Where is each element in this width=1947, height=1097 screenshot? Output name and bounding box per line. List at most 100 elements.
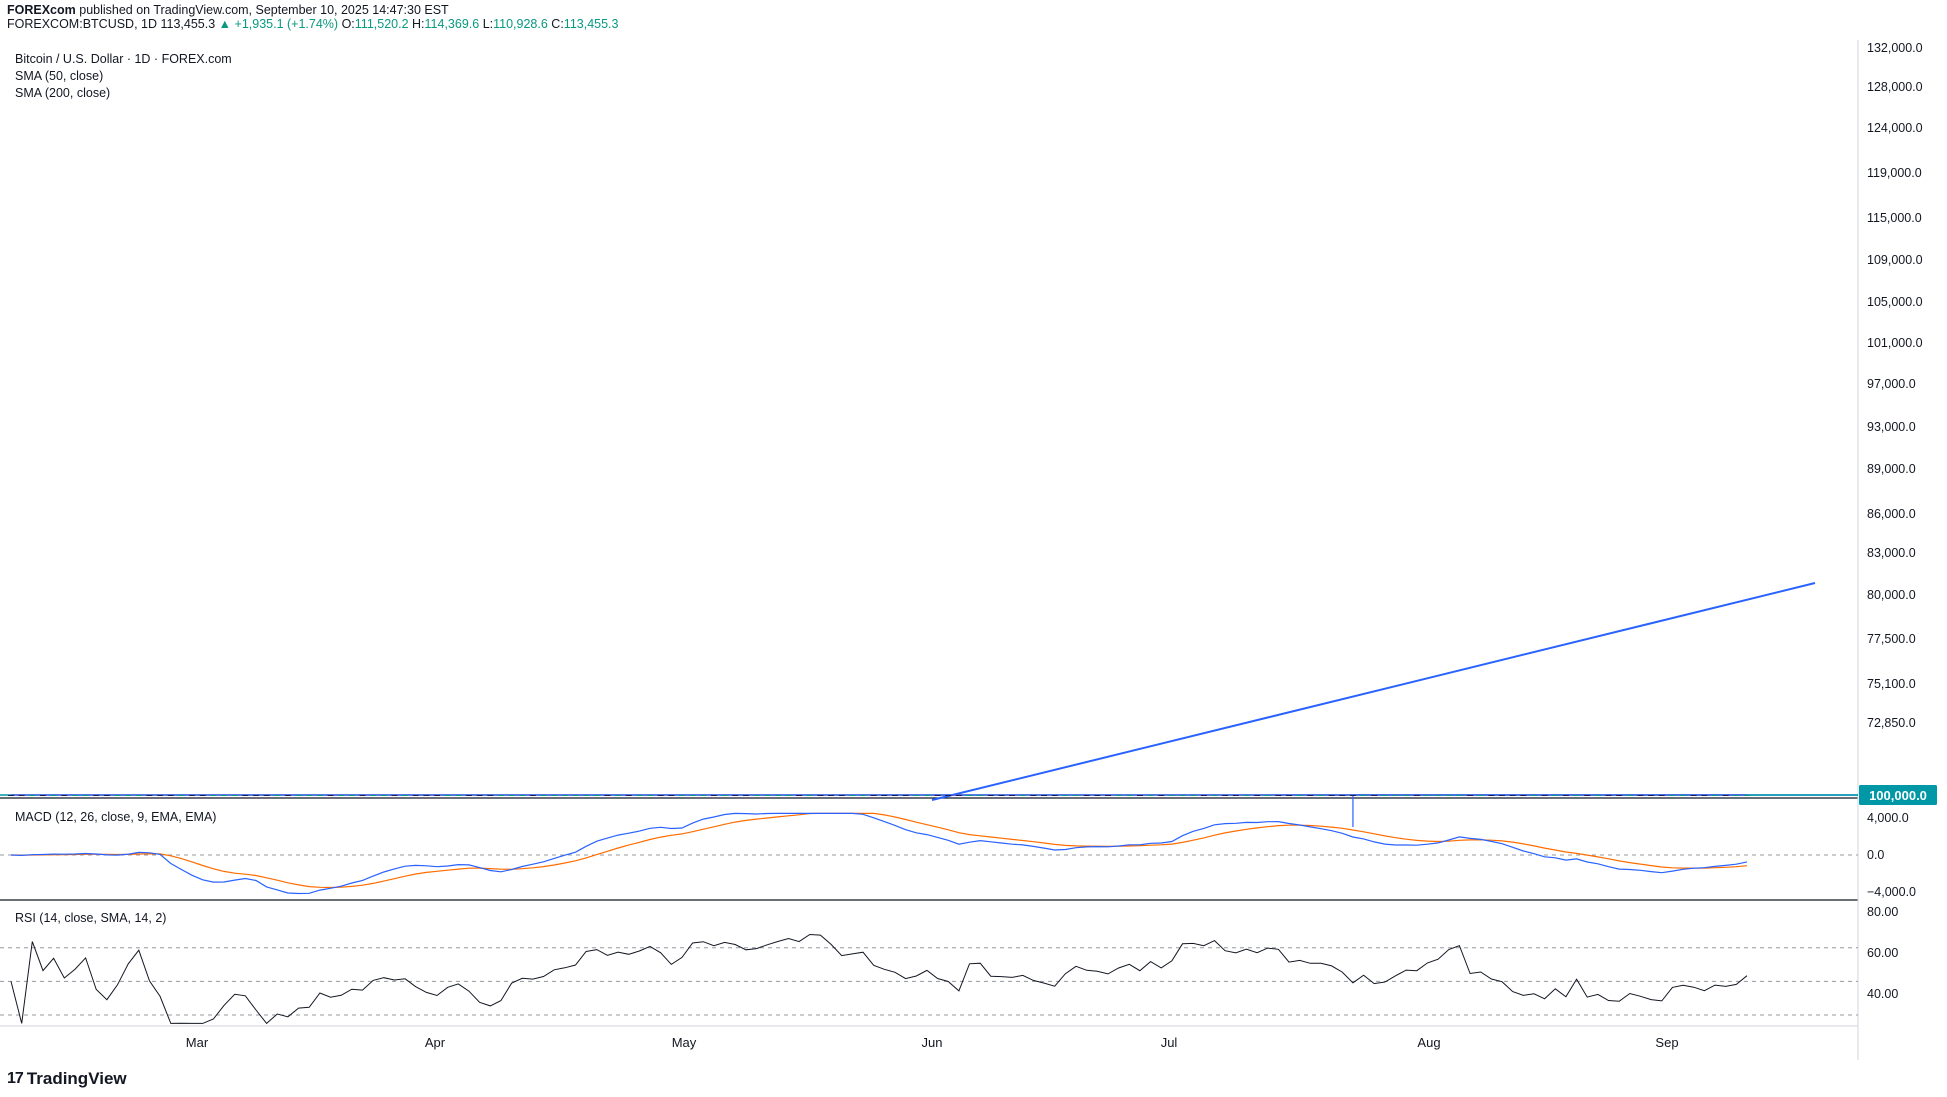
symbol-label: FOREXCOM:BTCUSD, 1D [7, 17, 158, 31]
candle-body [1626, 795, 1633, 796]
candle-body [551, 795, 558, 796]
candle-body [572, 795, 579, 796]
y-tick-label: 132,000.0 [1867, 41, 1923, 55]
candle-body [689, 795, 696, 796]
candle-body [1328, 795, 1335, 796]
candle-body [1371, 795, 1378, 796]
x-tick-label: Jun [922, 1035, 943, 1050]
candle-body [966, 795, 973, 796]
candle-body [1509, 795, 1516, 796]
candle-body [178, 795, 185, 796]
candle-body [593, 795, 600, 796]
tradingview-brand[interactable]: 17 TradingView [7, 1069, 127, 1089]
y-tick-label: 93,000.0 [1867, 420, 1916, 434]
y-tick-label: 72,850.0 [1867, 716, 1916, 730]
macd-line [10, 812, 1748, 895]
macd-tick-label: 0.0 [1867, 848, 1884, 862]
candle-body [29, 795, 36, 796]
rsi-legend[interactable]: RSI (14, close, SMA, 14, 2) [15, 911, 167, 925]
candle-body [583, 795, 590, 796]
candle-body [284, 795, 291, 796]
sma50-legend[interactable]: SMA (50, close) [15, 69, 104, 83]
candles-group [8, 795, 1750, 796]
x-tick-label: May [672, 1035, 697, 1050]
open-value: 111,520.2 [354, 17, 409, 31]
candle-body [1062, 795, 1069, 796]
candle-body [1147, 795, 1154, 796]
candle-body [561, 795, 568, 796]
candle-body [1530, 795, 1537, 796]
candle-body [487, 795, 494, 796]
candle-body [657, 795, 664, 796]
candle-body [1126, 795, 1133, 796]
candle-body [71, 795, 78, 796]
candle-body [1594, 795, 1601, 796]
candle-body [1030, 795, 1037, 796]
candle-body [817, 795, 824, 796]
candle-body [1051, 795, 1058, 796]
candle-body [455, 795, 462, 796]
candle-body [1637, 795, 1644, 796]
publisher-name[interactable]: FOREXcom [7, 3, 76, 17]
y-tick-label: 83,000.0 [1867, 546, 1916, 560]
candle-body [891, 795, 898, 796]
candle-body [18, 795, 25, 796]
candle-body [700, 795, 707, 796]
candle-body [519, 795, 526, 796]
candle-body [615, 795, 622, 796]
candle-body [61, 795, 68, 796]
candle-body [678, 795, 685, 796]
candle-body [252, 795, 259, 796]
candle-body [774, 795, 781, 796]
macd-legend[interactable]: MACD (12, 26, close, 9, EMA, EMA) [15, 810, 217, 824]
y-tick-label: 105,000.0 [1867, 295, 1923, 309]
candle-body [1403, 795, 1410, 796]
candle-body [764, 795, 771, 796]
y-tick-label: 77,500.0 [1867, 632, 1916, 646]
candle-body [1073, 795, 1080, 796]
candle-body [1562, 795, 1569, 796]
y-tick-label: 89,000.0 [1867, 462, 1916, 476]
candle-body [1158, 795, 1165, 796]
candle-body [1307, 795, 1314, 796]
ohlc-line: FOREXCOM:BTCUSD, 1D 113,455.3 ▲ +1,935.1… [7, 17, 618, 32]
x-tick-label: Apr [425, 1035, 446, 1050]
candle-body [1435, 795, 1442, 796]
x-tick-label: Aug [1417, 1035, 1440, 1050]
high-label: H: [412, 17, 425, 31]
candle-body [1381, 795, 1388, 796]
candle-body [828, 795, 835, 796]
candle-body [1083, 795, 1090, 796]
candle-body [1445, 795, 1452, 796]
candle-body [923, 795, 930, 796]
round-price-label: 100,000.0 [1869, 788, 1927, 803]
change-arrow-icon: ▲ [218, 17, 232, 31]
candle-body [135, 795, 142, 796]
price-change: +1,935.1 (+1.74%) [234, 17, 339, 31]
candle-body [306, 795, 313, 796]
candle-body [647, 795, 654, 796]
macd-tick-label: 4,000.0 [1867, 811, 1909, 825]
candle-body [1232, 795, 1239, 796]
candle-body [1680, 795, 1687, 796]
candle-body [1041, 795, 1048, 796]
candle-body [444, 795, 451, 796]
candle-body [1413, 795, 1420, 796]
sma200-legend[interactable]: SMA (200, close) [15, 86, 111, 100]
candle-body [977, 795, 984, 796]
candle-body [1616, 795, 1623, 796]
y-tick-label: 119,000.0 [1867, 166, 1922, 180]
candle-body [50, 795, 57, 796]
candle-body [412, 795, 419, 796]
candle-body [103, 795, 110, 796]
candle-body [274, 795, 281, 796]
candle-body [157, 795, 164, 796]
low-value: 110,928.6 [493, 17, 548, 31]
candle-body [806, 795, 813, 796]
candle-body [1360, 795, 1367, 796]
candle-body [604, 795, 611, 796]
candle-body [1552, 795, 1559, 796]
candle-body [221, 795, 228, 796]
y-tick-label: 124,000.0 [1867, 121, 1923, 135]
